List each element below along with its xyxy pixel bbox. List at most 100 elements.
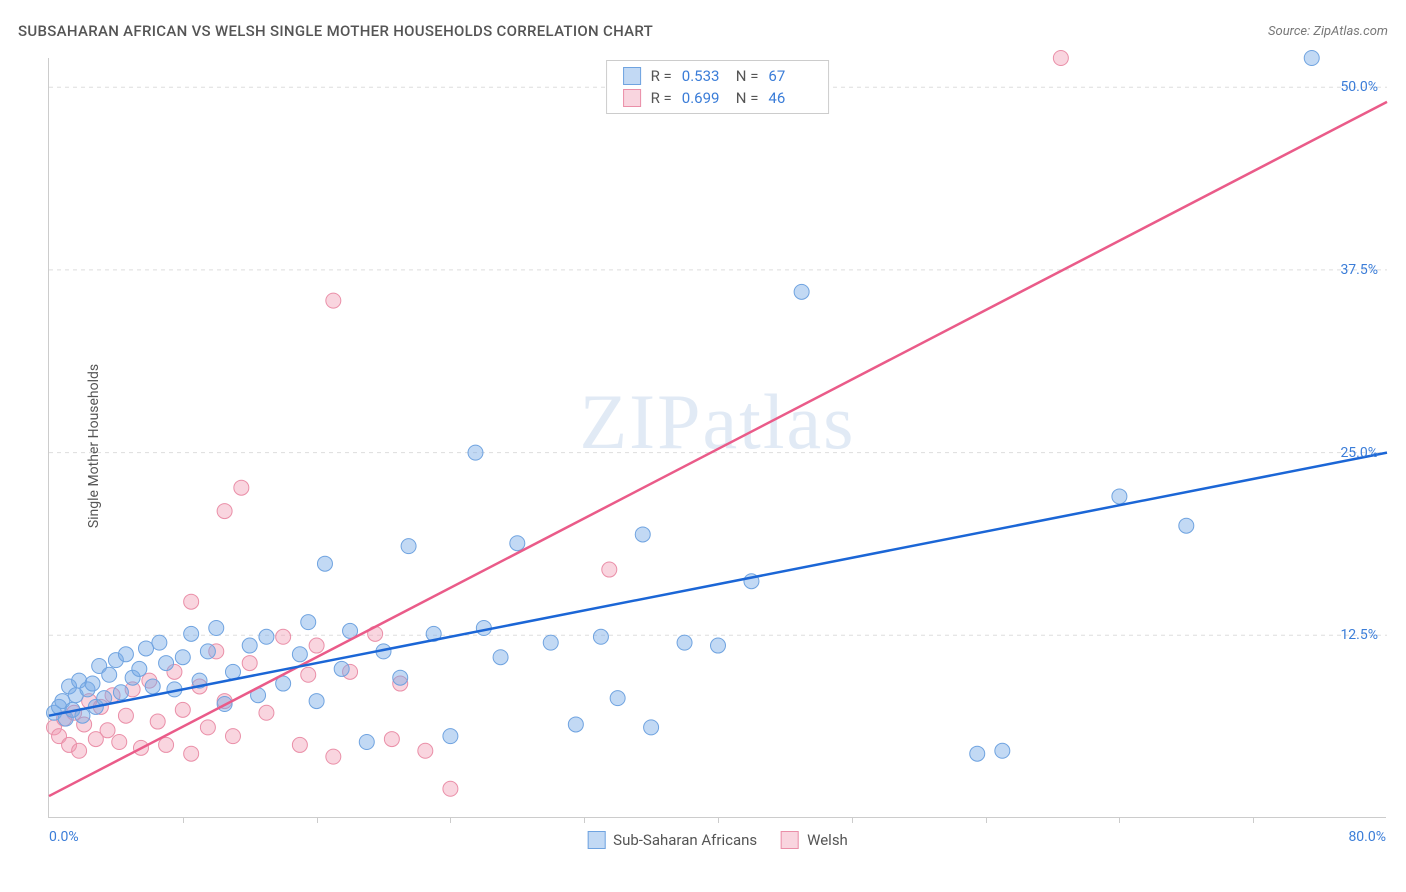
x-tick — [986, 817, 987, 823]
data-point — [242, 638, 257, 653]
n-label: N = — [736, 89, 759, 107]
data-point — [292, 647, 307, 662]
data-point — [184, 594, 199, 609]
x-tick — [1253, 817, 1254, 823]
data-point — [1053, 51, 1068, 66]
data-point — [543, 635, 558, 650]
x-tick — [450, 817, 451, 823]
data-point — [334, 661, 349, 676]
data-point — [418, 743, 433, 758]
data-point — [510, 536, 525, 551]
data-point — [259, 629, 274, 644]
data-point — [112, 735, 127, 750]
data-point — [85, 676, 100, 691]
stats-row-series-a: R = 0.533 N = 67 — [607, 65, 829, 87]
data-point — [635, 527, 650, 542]
data-point — [794, 284, 809, 299]
x-tick — [718, 817, 719, 823]
chart-source: Source: ZipAtlas.com — [1268, 24, 1388, 39]
data-point — [493, 650, 508, 665]
data-point — [139, 641, 154, 656]
data-point — [132, 661, 147, 676]
data-point — [359, 735, 374, 750]
data-point — [200, 720, 215, 735]
data-point — [100, 723, 115, 738]
chart-container: SUBSAHARAN AFRICAN VS WELSH SINGLE MOTHE… — [0, 0, 1406, 892]
data-point — [118, 708, 133, 723]
regression-line — [49, 102, 1387, 796]
data-point — [610, 691, 625, 706]
legend-item-b: Welsh — [781, 831, 848, 849]
series-a-r-value: 0.533 — [682, 67, 726, 85]
data-point — [568, 717, 583, 732]
data-point — [602, 562, 617, 577]
data-point — [234, 480, 249, 495]
x-tick — [584, 817, 585, 823]
legend-a-label: Sub-Saharan Africans — [613, 831, 757, 849]
data-point — [200, 644, 215, 659]
y-tick-label: 50.0% — [1340, 79, 1378, 95]
data-point — [393, 670, 408, 685]
data-point — [326, 749, 341, 764]
data-point — [184, 746, 199, 761]
data-point — [401, 539, 416, 554]
y-tick-label: 25.0% — [1340, 445, 1378, 461]
data-point — [113, 685, 128, 700]
data-point — [209, 621, 224, 636]
data-point — [443, 729, 458, 744]
data-point — [152, 635, 167, 650]
data-point — [468, 445, 483, 460]
series-a-swatch — [587, 831, 605, 849]
data-point — [217, 504, 232, 519]
data-point — [326, 293, 341, 308]
data-point — [118, 647, 133, 662]
data-point — [72, 743, 87, 758]
x-tick — [852, 817, 853, 823]
data-point — [102, 667, 117, 682]
data-point — [150, 714, 165, 729]
data-point — [677, 635, 692, 650]
legend-item-a: Sub-Saharan Africans — [587, 831, 757, 849]
data-point — [593, 629, 608, 644]
series-legend: Sub-Saharan Africans Welsh — [587, 831, 848, 849]
series-a-n-value: 67 — [768, 67, 812, 85]
y-tick-label: 12.5% — [1340, 627, 1378, 643]
data-point — [443, 781, 458, 796]
series-a-swatch — [623, 67, 641, 85]
data-point — [184, 626, 199, 641]
regression-line — [49, 453, 1387, 716]
correlation-stats-box: R = 0.533 N = 67 R = 0.699 N = 46 — [606, 60, 830, 114]
x-tick — [1119, 817, 1120, 823]
stats-row-series-b: R = 0.699 N = 46 — [607, 87, 829, 109]
data-point — [175, 650, 190, 665]
data-point — [644, 720, 659, 735]
data-point — [159, 737, 174, 752]
legend-b-label: Welsh — [807, 831, 848, 849]
y-tick-label: 37.5% — [1340, 262, 1378, 278]
series-b-r-value: 0.699 — [682, 89, 726, 107]
x-tick — [317, 817, 318, 823]
data-point — [301, 615, 316, 630]
r-label: R = — [651, 67, 672, 85]
data-point — [259, 705, 274, 720]
data-point — [292, 737, 307, 752]
data-point — [225, 664, 240, 679]
series-b-swatch — [623, 89, 641, 107]
x-axis-max-label: 80.0% — [1348, 829, 1386, 845]
chart-header: SUBSAHARAN AFRICAN VS WELSH SINGLE MOTHE… — [18, 22, 1388, 40]
data-point — [242, 656, 257, 671]
data-point — [309, 638, 324, 653]
series-b-swatch — [781, 831, 799, 849]
data-point — [970, 746, 985, 761]
data-point — [1179, 518, 1194, 533]
scatter-plot-svg — [49, 58, 1386, 817]
x-axis-min-label: 0.0% — [49, 829, 79, 845]
data-point — [159, 656, 174, 671]
data-point — [1112, 489, 1127, 504]
data-point — [711, 638, 726, 653]
x-tick — [183, 817, 184, 823]
r-label: R = — [651, 89, 672, 107]
data-point — [225, 729, 240, 744]
data-point — [995, 743, 1010, 758]
series-b-n-value: 46 — [768, 89, 812, 107]
